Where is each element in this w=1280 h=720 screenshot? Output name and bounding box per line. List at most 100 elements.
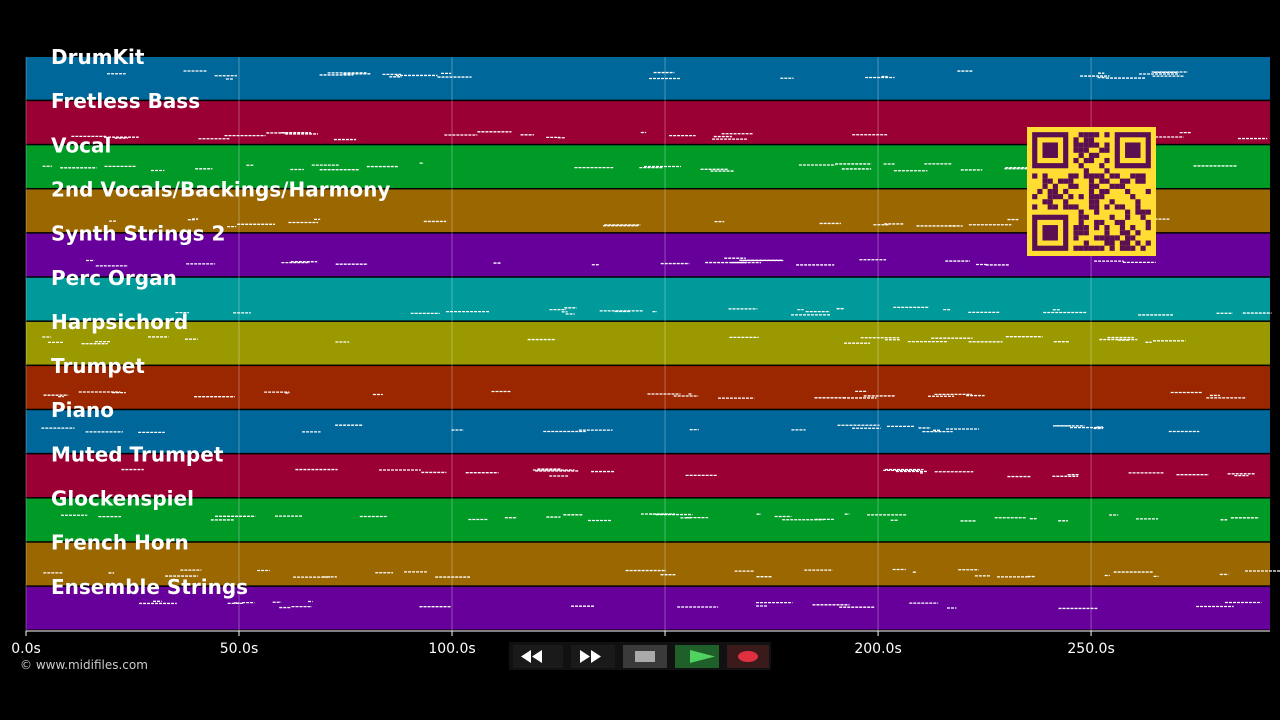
play-button[interactable]	[675, 645, 719, 668]
qr-cell	[1052, 194, 1058, 200]
fast-forward-button[interactable]	[571, 645, 615, 668]
qr-cell	[1109, 183, 1115, 189]
qr-cell	[1094, 225, 1100, 231]
qr-code	[1027, 127, 1156, 256]
track-name: Muted Trumpet	[51, 442, 224, 466]
qr-cell	[1094, 142, 1100, 148]
qr-cell	[1073, 225, 1079, 231]
qr-cell	[1125, 235, 1131, 241]
qr-cell	[1119, 178, 1126, 184]
qr-cell	[1135, 240, 1141, 246]
qr-cell	[1083, 240, 1089, 246]
track-name: 2nd Vocals/Backings/Harmony	[51, 177, 390, 201]
qr-cell	[1119, 245, 1126, 251]
tick-label: 0.0s	[11, 641, 41, 657]
qr-cell	[1135, 199, 1141, 205]
qr-cell	[1078, 225, 1084, 231]
qr-cell	[1078, 142, 1084, 148]
qr-cell	[1109, 235, 1115, 241]
qr-cell	[1032, 173, 1038, 179]
qr-cell	[1063, 178, 1069, 184]
qr-cell	[1083, 132, 1089, 138]
qr-cell	[1130, 173, 1136, 179]
qr-cell	[1042, 199, 1048, 205]
tick-label: 50.0s	[220, 641, 258, 657]
qr-cell	[1104, 147, 1110, 153]
qr-cell	[1078, 163, 1084, 169]
transport-controls	[509, 642, 771, 670]
qr-cell	[1104, 188, 1110, 195]
qr-cell	[1125, 209, 1131, 215]
qr-cell	[1109, 173, 1115, 179]
rewind-button[interactable]	[513, 645, 563, 668]
qr-cell	[1125, 214, 1131, 220]
qr-cell	[1114, 219, 1120, 226]
qr-cell	[1073, 235, 1079, 241]
qr-cell	[1083, 147, 1089, 153]
qr-cell	[1140, 245, 1146, 251]
qr-cell	[1094, 235, 1100, 241]
track-name: DrumKit	[51, 45, 145, 69]
qr-cell	[1109, 240, 1115, 246]
qr-cell	[1104, 132, 1110, 138]
qr-cell	[1068, 173, 1074, 179]
qr-cell	[1073, 204, 1079, 210]
qr-cell	[1125, 240, 1131, 246]
qr-cell	[1119, 240, 1126, 246]
track-name: Ensemble Strings	[51, 575, 248, 599]
qr-cell	[1119, 219, 1126, 226]
qr-cell	[1042, 173, 1048, 179]
qr-cell	[1099, 194, 1105, 200]
qr-cell	[1119, 225, 1126, 231]
qr-cell	[1078, 230, 1084, 236]
qr-cell	[1104, 168, 1110, 174]
qr-cell	[1088, 245, 1095, 251]
track-name: Synth Strings 2	[51, 222, 225, 246]
qr-cell	[1135, 230, 1141, 236]
qr-cell	[1125, 178, 1131, 184]
qr-cell	[1099, 188, 1105, 195]
notes	[41, 70, 1280, 610]
tick-label: 200.0s	[854, 641, 901, 657]
qr-finder	[1042, 142, 1058, 158]
qr-cell	[1078, 219, 1084, 226]
qr-cell	[1119, 204, 1126, 210]
qr-cell	[1114, 173, 1120, 179]
tick-label: 250.0s	[1067, 641, 1114, 657]
track-lane	[26, 410, 1270, 453]
qr-cell	[1063, 188, 1069, 195]
qr-cell	[1094, 204, 1100, 210]
qr-cell	[1088, 142, 1095, 148]
qr-finder	[1042, 225, 1058, 241]
qr-cell	[1099, 163, 1105, 169]
qr-cell	[1083, 173, 1089, 179]
qr-cell	[1145, 209, 1151, 215]
qr-cell	[1145, 225, 1151, 231]
qr-cell	[1094, 173, 1100, 179]
qr-cell	[1094, 152, 1100, 158]
track-lane	[26, 277, 1270, 321]
qr-cell	[1078, 147, 1084, 153]
track-name: Vocal	[51, 133, 111, 157]
qr-cell	[1104, 157, 1110, 164]
qr-cell	[1083, 137, 1089, 143]
qr-cell	[1073, 142, 1079, 148]
qr-cell	[1073, 173, 1079, 179]
qr-cell	[1099, 173, 1105, 179]
qr-cell	[1088, 132, 1095, 138]
qr-cell	[1109, 214, 1115, 220]
qr-cell	[1094, 194, 1100, 200]
track-labels: DrumKit Fretless Bass Vocal 2nd Vocals/Back…	[51, 45, 390, 599]
qr-cell	[1099, 245, 1105, 251]
qr-cell	[1099, 178, 1105, 184]
qr-cell	[1088, 157, 1095, 164]
qr-cell	[1114, 183, 1120, 189]
stop-button[interactable]	[623, 645, 667, 668]
qr-cell	[1135, 209, 1141, 215]
qr-cell	[1088, 204, 1095, 210]
qr-cell	[1088, 178, 1095, 184]
record-button[interactable]	[727, 645, 769, 668]
track-name: Glockenspiel	[51, 487, 194, 511]
qr-cell	[1099, 219, 1105, 226]
